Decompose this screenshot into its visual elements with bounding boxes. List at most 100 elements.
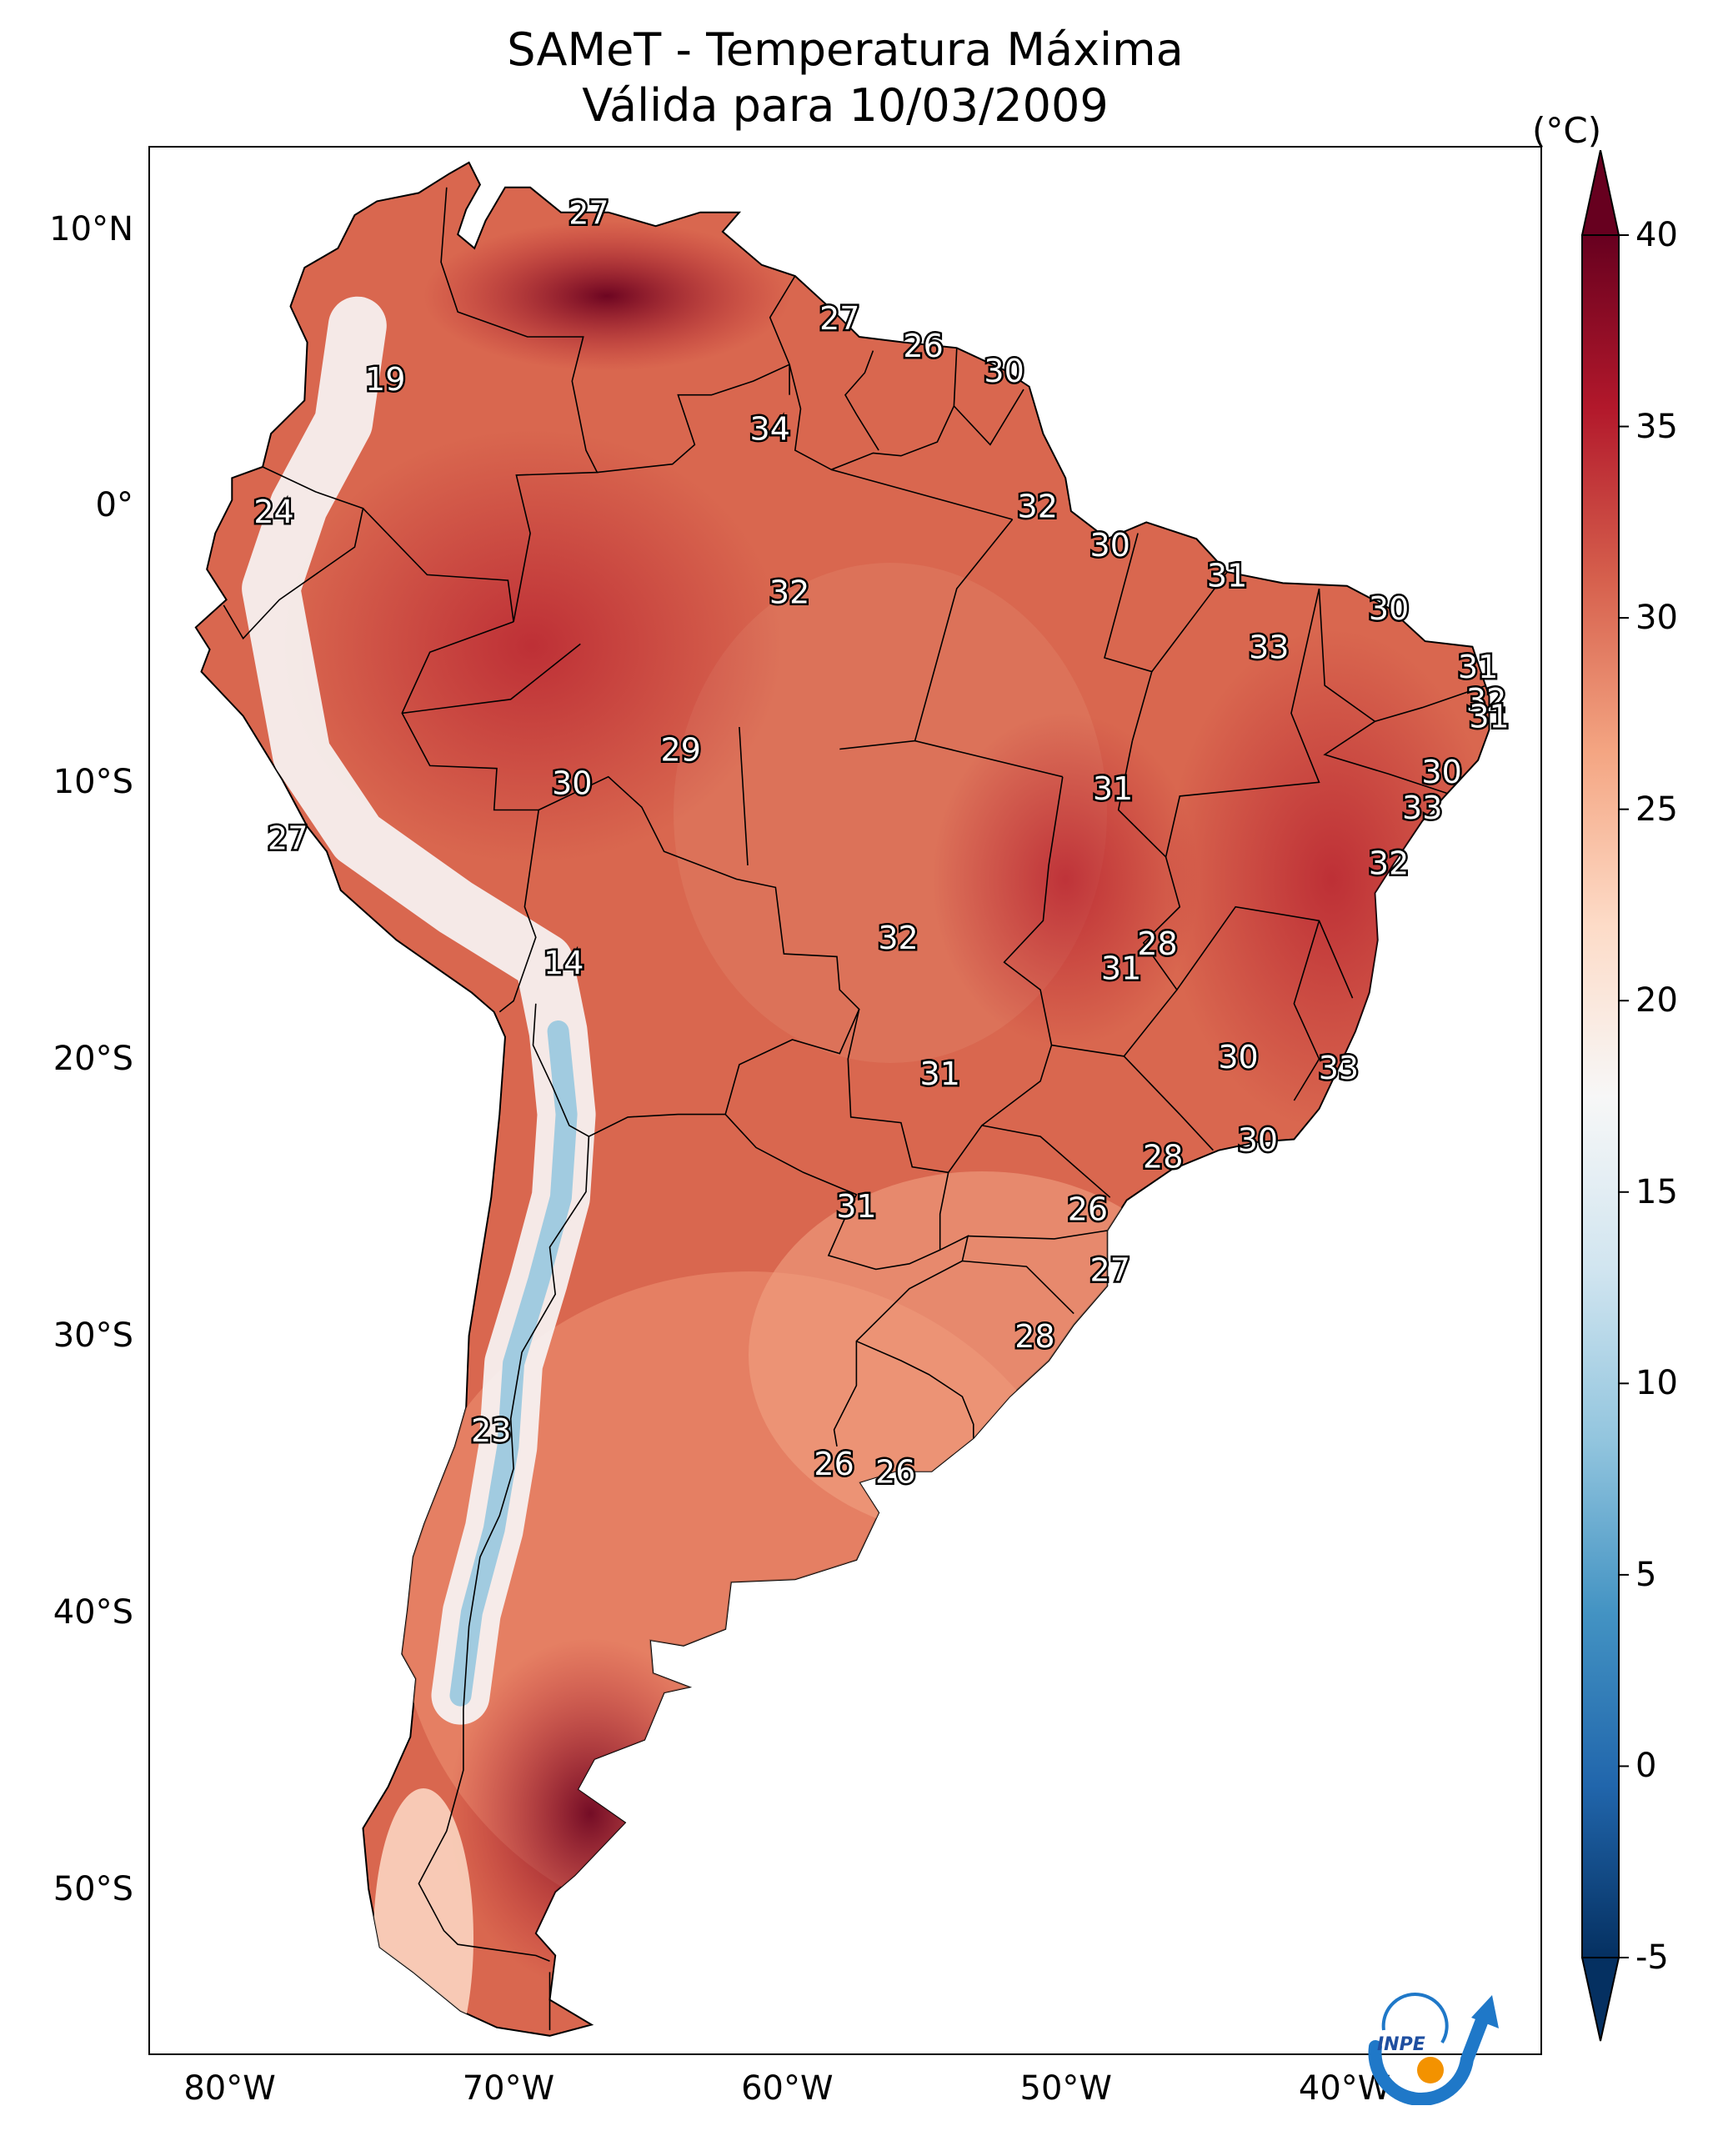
station-label: 23 — [471, 1412, 511, 1449]
andes-cold-core — [449, 1020, 578, 1707]
country-borders — [223, 187, 1487, 2031]
colorbar-tick-label: 5 — [1635, 1555, 1657, 1594]
station-label: 34 — [750, 411, 790, 448]
longitude-tick-label: 80°W — [183, 2069, 276, 2108]
station-label: 32 — [1466, 682, 1506, 719]
colorbar-tick-label: 40 — [1635, 216, 1678, 254]
colorbar-unit: (°C) — [1532, 110, 1602, 151]
station-label: 33 — [1402, 790, 1442, 826]
map-title-line2: Válida para 10/03/2009 — [582, 79, 1109, 132]
station-label: 30 — [1369, 590, 1409, 627]
colorbar-tick-label: 20 — [1635, 981, 1678, 1020]
colorbar-top-extension — [1580, 150, 1620, 236]
latitude-tick-label: 30°S — [53, 1316, 133, 1356]
country-border — [401, 621, 540, 1013]
colorbar-tick-label: 15 — [1635, 1172, 1678, 1211]
country-border — [418, 1136, 590, 1962]
station-label: 30 — [1421, 754, 1461, 790]
station-label: 27 — [1090, 1251, 1130, 1288]
country-border — [532, 775, 860, 1138]
latitude-tick-label: 20°S — [53, 1040, 133, 1079]
country-border — [724, 1009, 949, 1271]
longitude-tick-label: 70°W — [462, 2069, 555, 2108]
country-border — [1165, 588, 1320, 858]
station-label: 31 — [920, 1055, 960, 1092]
colorbar-tick-marks — [1619, 234, 1629, 1958]
station-label: 31 — [1207, 557, 1247, 594]
country-border — [1151, 571, 1228, 673]
colorbar-tick-label: 30 — [1635, 599, 1678, 638]
station-label: 14 — [543, 945, 584, 981]
station-label: 26 — [903, 328, 943, 364]
colorbar-tick-label: 35 — [1635, 407, 1678, 446]
country-border — [856, 1340, 974, 1438]
country-border — [223, 466, 364, 640]
country-border — [948, 776, 1064, 1173]
station-label: 27 — [268, 820, 308, 857]
station-label: 33 — [1319, 1050, 1359, 1086]
country-border — [402, 643, 581, 714]
longitude-tick-label: 60°W — [741, 2069, 834, 2108]
country-border — [844, 350, 879, 451]
station-label: 28 — [1014, 1318, 1054, 1355]
station-label: 30 — [1238, 1122, 1278, 1159]
colorbar-tick-label: 25 — [1635, 790, 1678, 829]
station-label: 29 — [661, 732, 701, 769]
station-label: 31 — [1469, 699, 1509, 735]
station-label: 31 — [1093, 770, 1133, 807]
country-border — [1293, 920, 1320, 1101]
country-border — [968, 1230, 1108, 1240]
country-border — [597, 275, 796, 474]
country-border — [1104, 533, 1153, 741]
station-label: 30 — [1218, 1039, 1258, 1075]
country-border — [1323, 720, 1448, 795]
latitude-tick-label: 0° — [95, 486, 133, 525]
station-label: 32 — [1369, 845, 1409, 882]
colorbar-tick-label: -5 — [1635, 1938, 1669, 1977]
country-border — [831, 469, 1013, 520]
station-label: 24 — [253, 494, 293, 530]
station-label: 30 — [552, 765, 592, 801]
country-border — [981, 1125, 1111, 1198]
station-label: 33 — [1249, 629, 1289, 666]
country-border — [440, 187, 599, 622]
country-border — [953, 389, 1024, 446]
colorbar-bottom-extension — [1580, 1957, 1620, 2042]
longitude-tick-label: 50°W — [1019, 2069, 1112, 2108]
station-label: 30 — [1090, 527, 1130, 564]
station-label: 32 — [1018, 488, 1058, 524]
country-border — [739, 726, 749, 865]
latitude-tick-label: 50°S — [53, 1869, 133, 1908]
station-label: 26 — [875, 1454, 915, 1491]
colorbar — [1580, 150, 1629, 2042]
country-border — [789, 348, 958, 471]
station-label: 19 — [365, 361, 405, 398]
station-label: 31 — [1458, 649, 1498, 685]
map-frame-border — [148, 146, 1542, 2055]
station-label: 26 — [1068, 1191, 1108, 1227]
inpe-logo: INPE — [1368, 1993, 1499, 2105]
country-border — [1051, 1044, 1214, 1151]
station-label: 26 — [814, 1446, 854, 1482]
country-border — [914, 519, 1014, 741]
colorbar-tick-label: 10 — [1635, 1364, 1678, 1403]
station-label: 32 — [769, 574, 809, 610]
country-border — [1176, 905, 1354, 999]
station-label: 27 — [568, 195, 609, 232]
country-border — [962, 1260, 1074, 1315]
map-title-line1: SAMeT - Temperatura Máxima — [507, 23, 1184, 76]
station-label: 28 — [1137, 925, 1177, 962]
station-label: 31 — [836, 1188, 876, 1225]
station-label: 28 — [1143, 1138, 1183, 1175]
station-label: 30 — [984, 353, 1024, 389]
latitude-tick-label: 10°S — [53, 763, 133, 802]
station-label: 27 — [819, 300, 859, 337]
station-label: 32 — [878, 920, 918, 956]
inpe-logo-text: INPE — [1377, 2034, 1425, 2055]
station-label: 31 — [1101, 950, 1141, 987]
latitude-tick-label: 10°N — [49, 209, 133, 248]
colorbar-gradient — [1581, 234, 1620, 1958]
country-border — [833, 1235, 969, 1447]
